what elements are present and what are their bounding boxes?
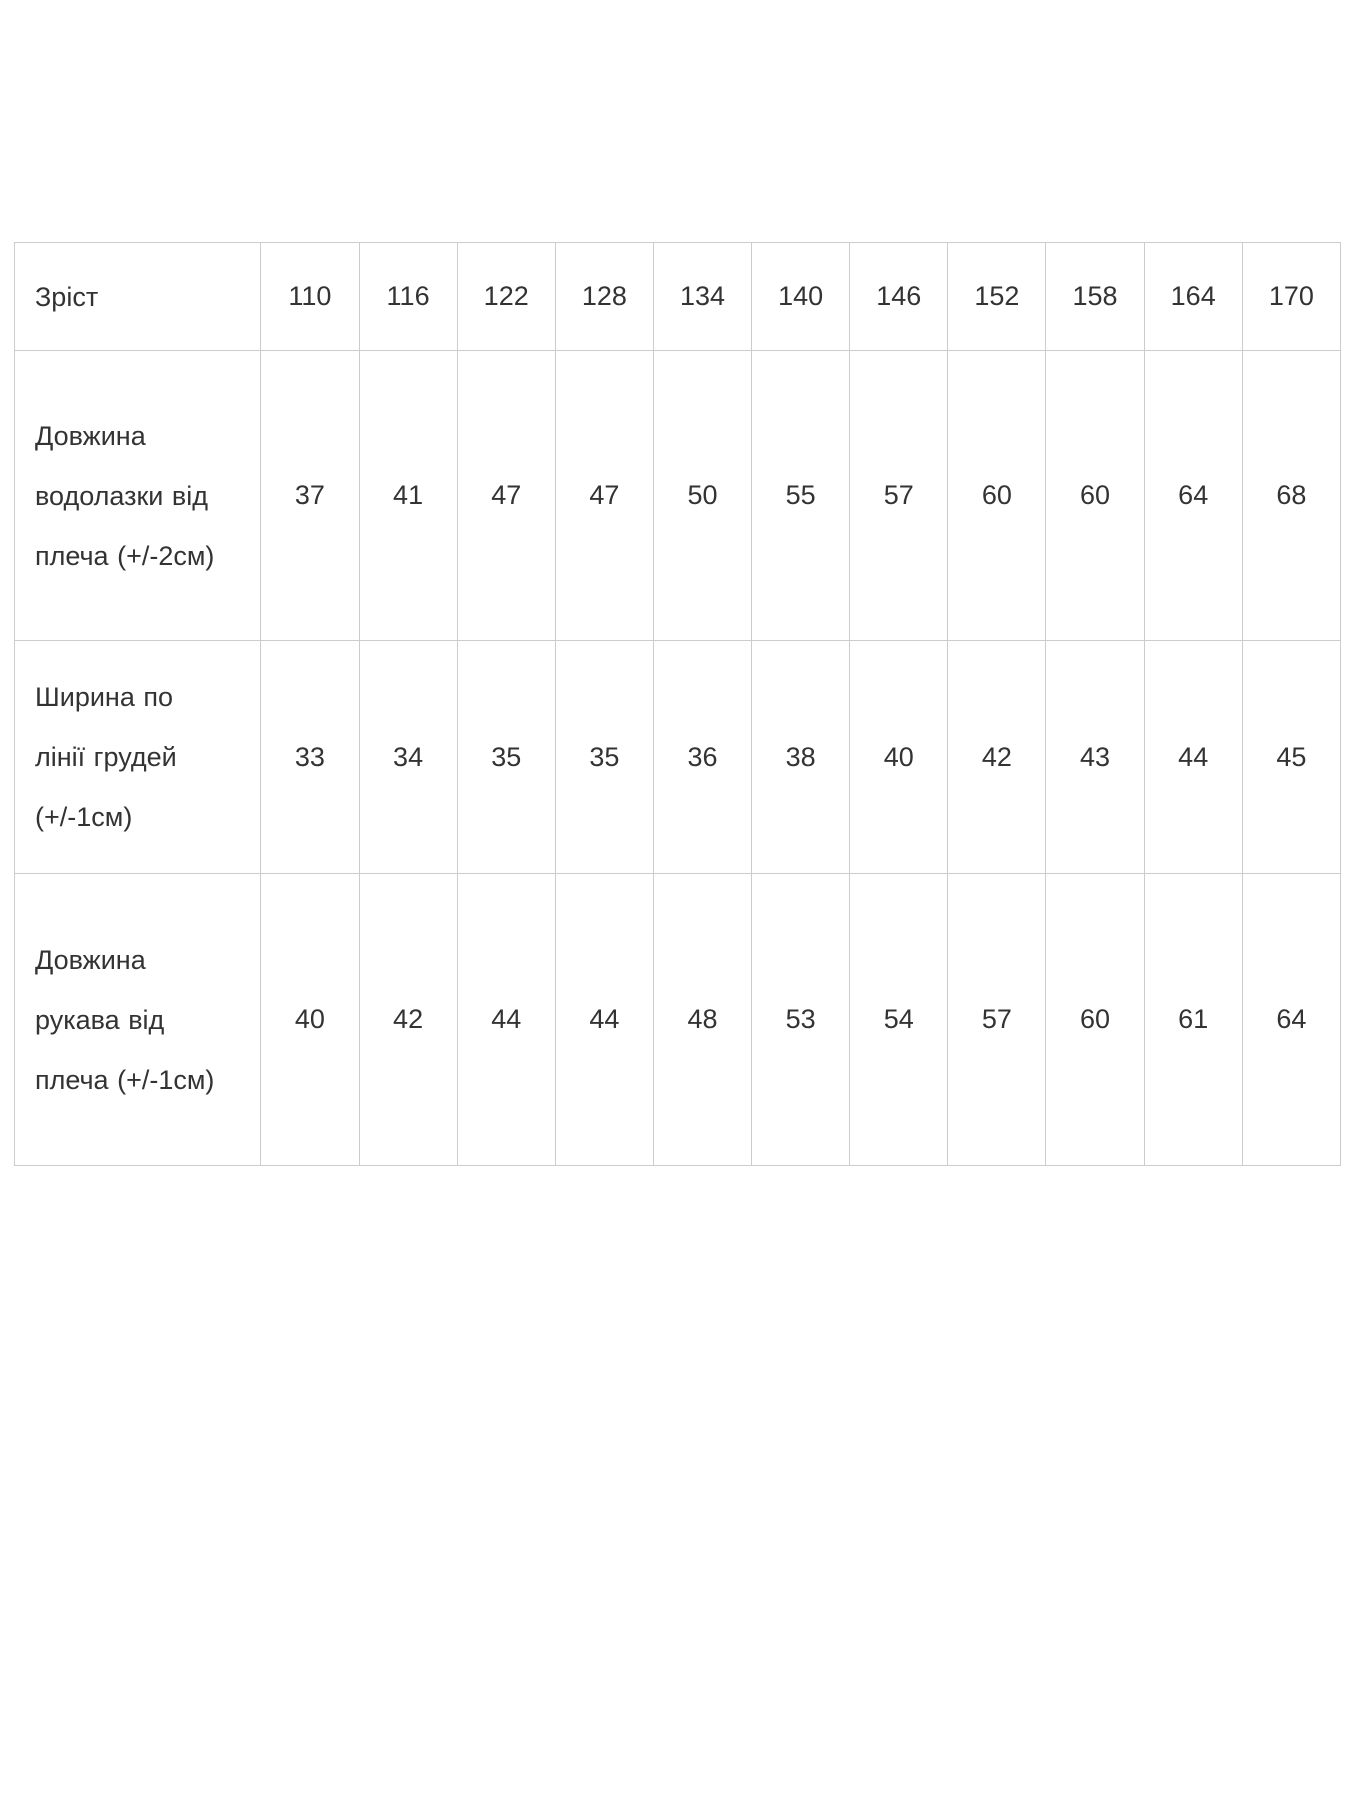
measurement-cell: 55 [751, 350, 851, 641]
measurement-cell: 60 [947, 350, 1047, 641]
measurement-cell: 64 [1241, 873, 1342, 1166]
measurement-cell: 44 [1143, 640, 1243, 874]
measurement-cell: 60 [1045, 873, 1145, 1166]
size-column-header: 170 [1241, 242, 1342, 351]
measurement-cell: 44 [554, 873, 654, 1166]
size-column-header: 110 [260, 242, 360, 351]
size-column-header: 152 [947, 242, 1047, 351]
measurement-cell: 37 [260, 350, 360, 641]
measurement-cell: 42 [947, 640, 1047, 874]
measurement-cell: 45 [1241, 640, 1342, 874]
header-label-height: Зріст [13, 242, 262, 351]
row-label-sleeve-length: Довжина рукава від плеча (+/-1см) [13, 873, 262, 1166]
measurement-cell: 53 [751, 873, 851, 1166]
table-row: Довжина рукава від плеча (+/-1см) 40 42 … [13, 873, 1342, 1166]
measurement-cell: 38 [751, 640, 851, 874]
size-column-header: 116 [358, 242, 458, 351]
measurement-cell: 34 [358, 640, 458, 874]
measurement-cell: 64 [1143, 350, 1243, 641]
size-column-header: 140 [751, 242, 851, 351]
measurement-cell: 54 [849, 873, 949, 1166]
size-column-header: 164 [1143, 242, 1243, 351]
measurement-cell: 41 [358, 350, 458, 641]
size-column-header: 128 [554, 242, 654, 351]
measurement-cell: 61 [1143, 873, 1243, 1166]
measurement-cell: 40 [849, 640, 949, 874]
measurement-cell: 47 [456, 350, 556, 641]
size-column-header: 158 [1045, 242, 1145, 351]
measurement-cell: 35 [554, 640, 654, 874]
measurement-cell: 35 [456, 640, 556, 874]
table-header-row: Зріст 110 116 122 128 134 140 146 152 15… [13, 242, 1342, 351]
measurement-cell: 68 [1241, 350, 1342, 641]
measurement-cell: 50 [652, 350, 753, 641]
measurement-cell: 57 [849, 350, 949, 641]
table-row: Довжина водолазки від плеча (+/-2см) 37 … [13, 350, 1342, 641]
measurement-cell: 48 [652, 873, 753, 1166]
size-chart-section: Зріст 110 116 122 128 134 140 146 152 15… [13, 242, 1342, 1166]
row-label-turtleneck-length: Довжина водолазки від плеча (+/-2см) [13, 350, 262, 641]
measurement-cell: 60 [1045, 350, 1145, 641]
size-column-header: 134 [652, 242, 753, 351]
measurement-cell: 57 [947, 873, 1047, 1166]
measurement-cell: 43 [1045, 640, 1145, 874]
measurement-cell: 42 [358, 873, 458, 1166]
size-column-header: 146 [849, 242, 949, 351]
size-table: Зріст 110 116 122 128 134 140 146 152 15… [13, 242, 1342, 1166]
table-row: Ширина по лінії грудей (+/-1см) 33 34 35… [13, 640, 1342, 874]
size-column-header: 122 [456, 242, 556, 351]
measurement-cell: 33 [260, 640, 360, 874]
row-label-chest-width: Ширина по лінії грудей (+/-1см) [13, 640, 262, 874]
measurement-cell: 36 [652, 640, 753, 874]
measurement-cell: 44 [456, 873, 556, 1166]
measurement-cell: 47 [554, 350, 654, 641]
measurement-cell: 40 [260, 873, 360, 1166]
